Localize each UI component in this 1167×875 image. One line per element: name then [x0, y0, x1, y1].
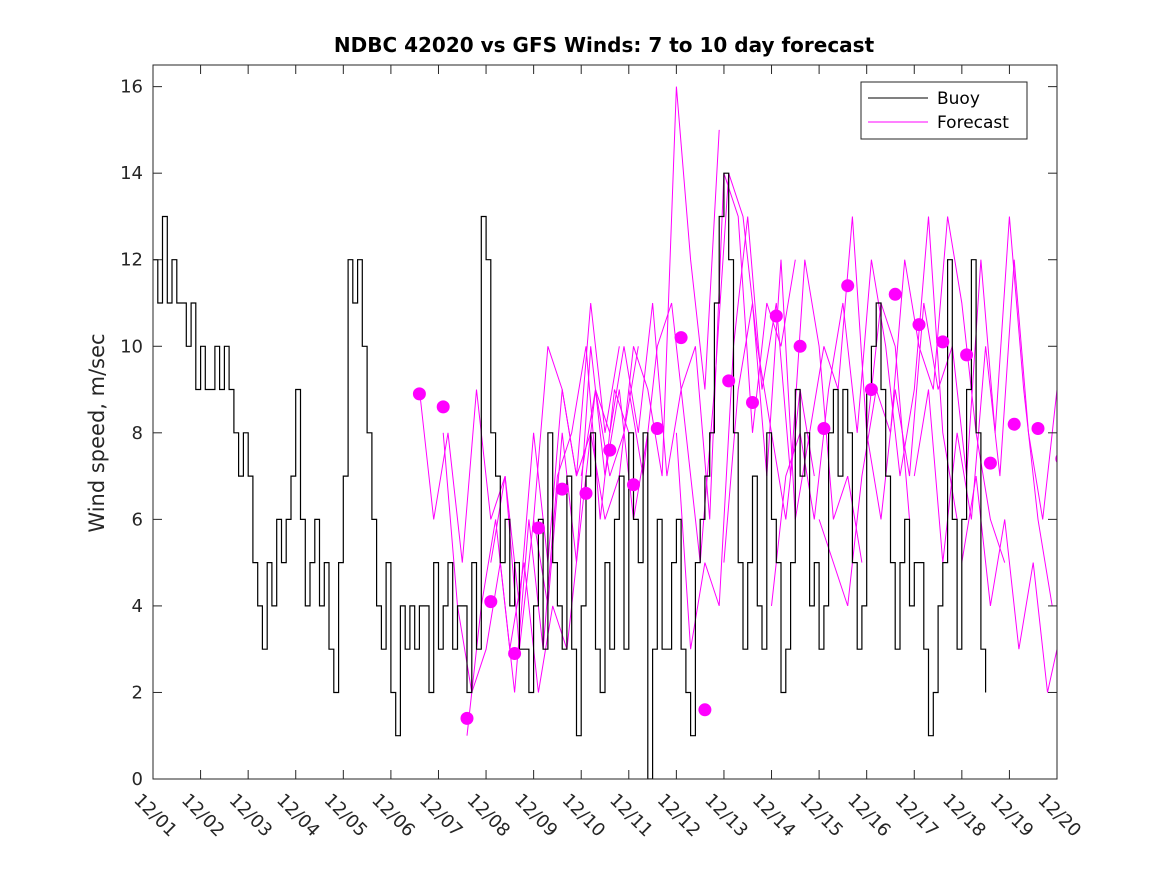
forecast-run-line-13 [490, 346, 649, 650]
y-axis-label: Wind speed, m/sec [85, 333, 109, 532]
forecast-run-line-8 [913, 259, 1057, 563]
forecast-point [603, 443, 617, 457]
forecast-run-line-6 [818, 216, 1006, 607]
forecast-run-line-2 [628, 173, 815, 563]
forecast-run-line-5 [771, 216, 958, 606]
forecast-run-line-0 [580, 173, 796, 520]
forecast-point [864, 383, 878, 396]
axes-box [152, 64, 1058, 780]
forecast-point [912, 318, 926, 332]
data-layer [153, 86, 1057, 779]
buoy-line [153, 172, 987, 779]
y-tick-label: 2 [132, 682, 143, 703]
forecast-run-line-9 [961, 476, 1057, 693]
forecast-point [960, 348, 974, 362]
forecast-point [1007, 417, 1021, 431]
forecast-point [412, 387, 426, 401]
forecast-point [508, 647, 522, 660]
forecast-point [841, 279, 855, 293]
y-tick-label: 0 [132, 769, 143, 790]
forecast-point [460, 711, 474, 725]
forecast-run-line-12 [466, 346, 639, 736]
forecast-point [746, 396, 759, 409]
forecast-point [579, 486, 593, 500]
forecast-point [531, 521, 545, 535]
forecast-point [983, 456, 997, 470]
forecast-point [555, 482, 569, 496]
forecast-run-line-4 [723, 216, 910, 563]
forecast-point [936, 335, 950, 349]
forecast-point [674, 331, 688, 345]
forecast-point [1031, 422, 1045, 435]
chart-legend: Buoy Forecast [860, 81, 1028, 140]
forecast-point [436, 400, 450, 414]
forecast-point [698, 703, 712, 717]
forecast-run-line-11 [442, 346, 630, 693]
y-tick-label: 8 [132, 423, 143, 444]
y-tick-label: 16 [120, 77, 143, 98]
y-tick-label: 4 [132, 596, 143, 617]
forecast-point [769, 309, 783, 323]
forecast-point [650, 422, 664, 435]
forecast-point [888, 287, 902, 301]
y-tick-label: 12 [120, 250, 143, 271]
y-tick-label: 14 [120, 163, 143, 184]
forecast-point [793, 339, 807, 353]
forecast-point [627, 478, 640, 492]
legend-forecast-label: Forecast [937, 113, 1009, 133]
chart-title: NDBC 42020 vs GFS Winds: 7 to 10 day for… [334, 33, 875, 57]
legend-buoy-label: Buoy [937, 89, 980, 109]
forecast-point [484, 595, 498, 609]
y-tick-label: 6 [132, 509, 143, 530]
forecast-run-line-7 [866, 216, 1053, 606]
y-tick-label: 10 [120, 336, 143, 357]
forecast-point [722, 374, 736, 388]
forecast-run-line-3 [675, 216, 863, 650]
forecast-point [817, 422, 831, 435]
